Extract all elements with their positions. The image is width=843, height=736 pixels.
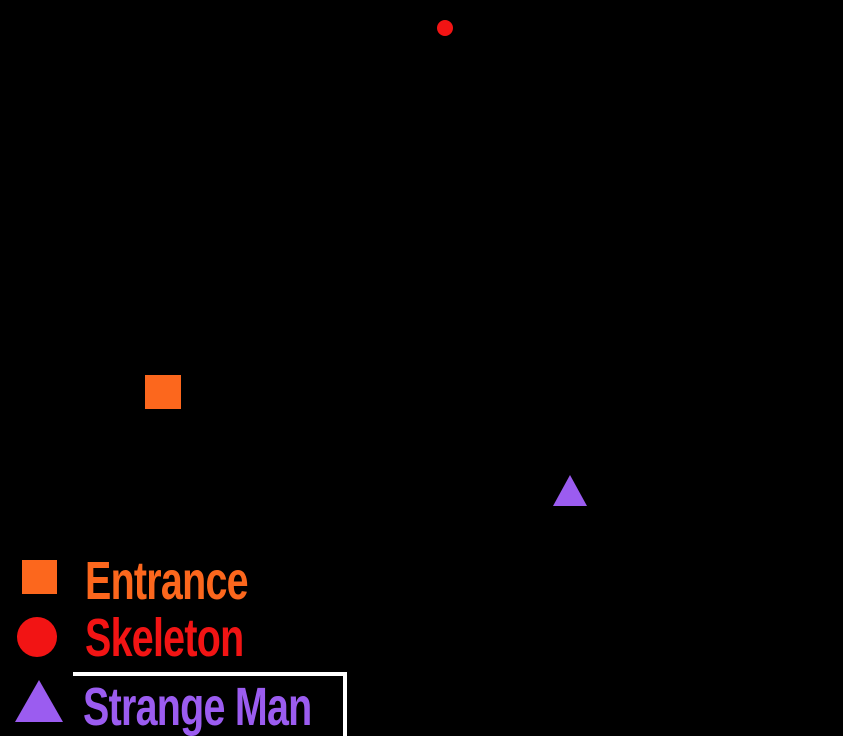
strange-man-triangle-marker[interactable] [553,475,587,506]
legend-item-skeleton[interactable]: Skeleton [0,610,360,668]
entrance-square-icon [22,560,57,594]
strange-man-triangle-icon [15,680,63,722]
legend-label-strange-man: Strange Man [83,677,312,736]
legend-label-skeleton: Skeleton [85,608,244,668]
skeleton-circle-icon [17,617,57,657]
entrance-square-marker[interactable] [145,375,181,409]
legend-label-entrance: Entrance [85,551,249,611]
legend-item-strange-man[interactable]: Strange Man [0,676,360,736]
selection-highlight-box [73,672,347,736]
legend-item-entrance[interactable]: Entrance [0,552,360,610]
skeleton-dot-marker[interactable] [437,20,453,36]
